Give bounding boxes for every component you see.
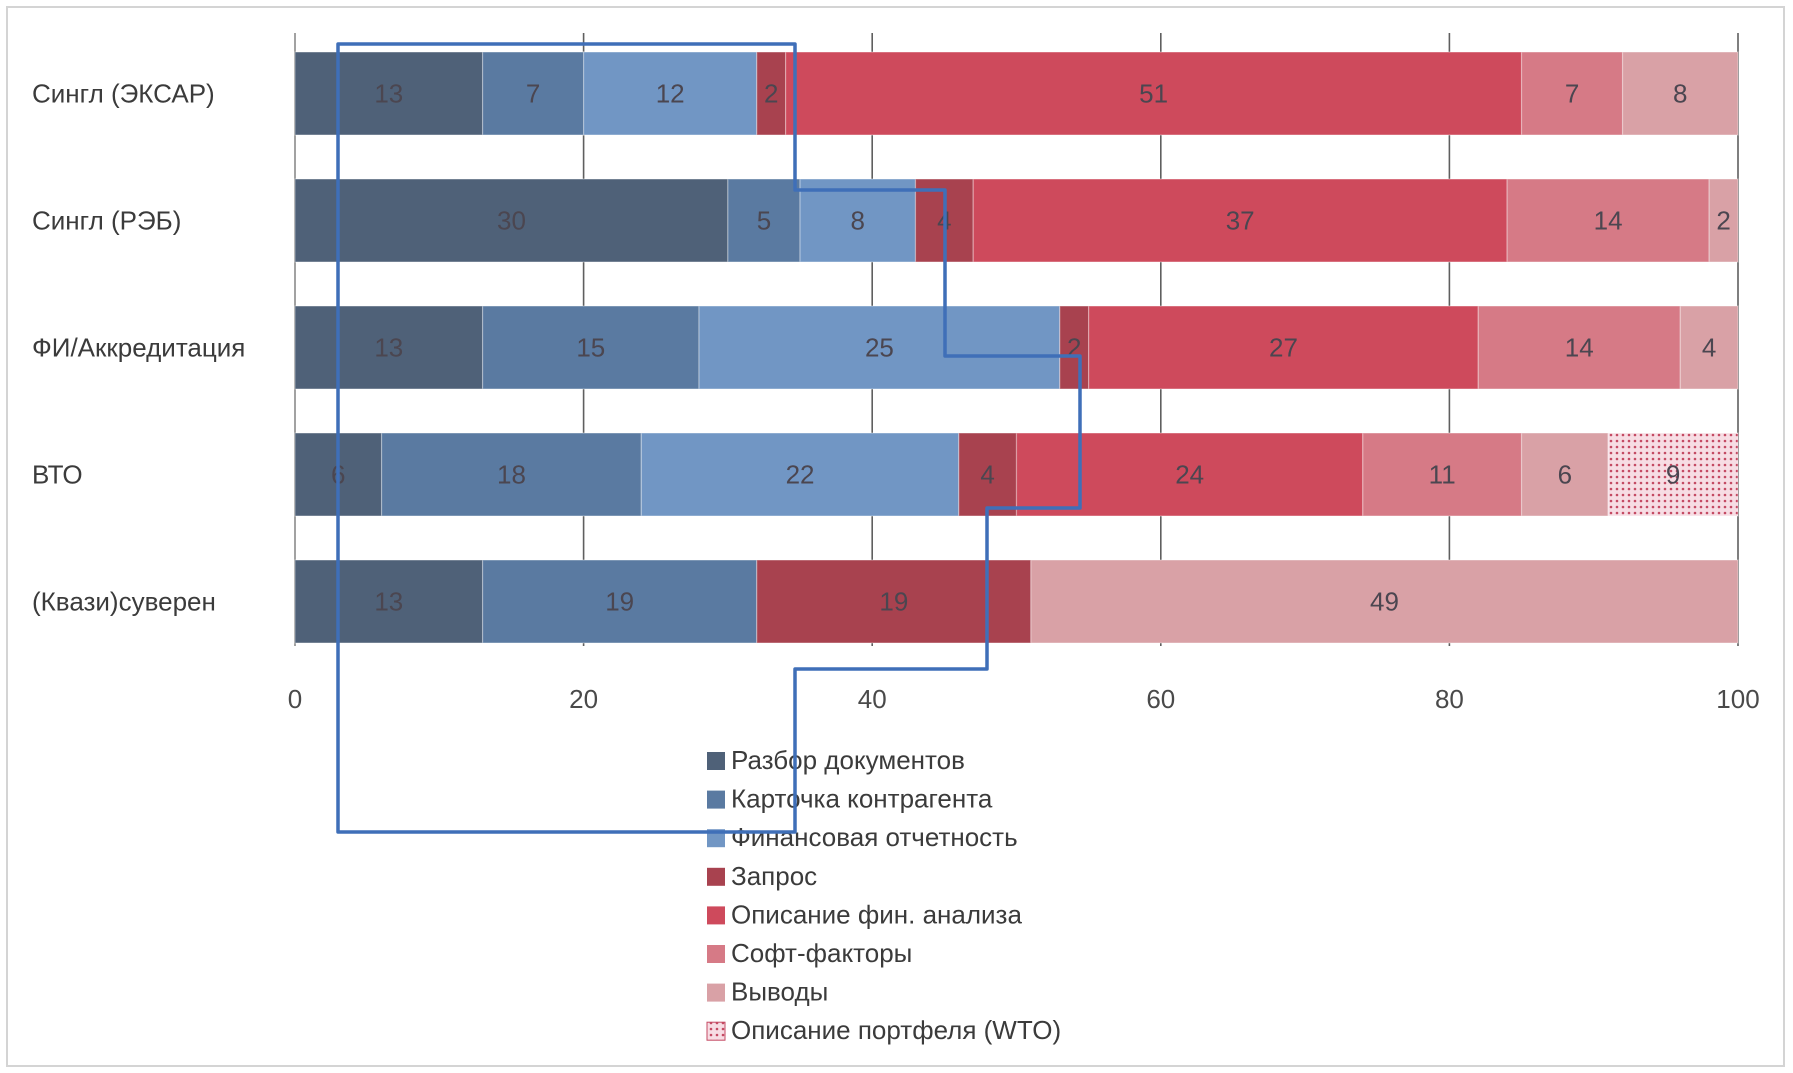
bar-segment — [756, 559, 1032, 644]
data-label: 11 — [1429, 460, 1456, 490]
bar-segment — [294, 305, 484, 390]
x-tick-label: 40 — [858, 684, 887, 714]
bar-segment — [1088, 305, 1479, 390]
category-label: Сингл (РЭБ) — [32, 206, 181, 236]
data-label: 9 — [1666, 460, 1680, 490]
legend-label: Карточка контрагента — [731, 784, 993, 814]
legend-label: Выводы — [731, 977, 828, 1007]
data-label: 4 — [980, 460, 994, 490]
data-label: 15 — [576, 333, 605, 363]
x-tick-label: 20 — [569, 684, 598, 714]
bar-segment — [1520, 432, 1609, 517]
bar-segment — [582, 51, 758, 136]
legend-swatch — [707, 752, 725, 770]
legend-swatch — [706, 1021, 726, 1041]
bar-segment — [294, 178, 729, 263]
category-labels: Сингл (ЭКСАР) Сингл (РЭБ) ФИ/Аккредитация В… — [32, 79, 245, 617]
bar-segment — [1708, 178, 1739, 263]
data-label: 25 — [865, 333, 894, 363]
bar-segment — [1477, 305, 1681, 390]
category-label: ВТО — [32, 460, 83, 490]
data-label: 2 — [1716, 206, 1730, 236]
legend-swatch — [707, 867, 725, 886]
data-label: 19 — [879, 587, 908, 617]
legend-label: Софт-факторы — [731, 938, 912, 968]
bar-segment — [1520, 51, 1624, 136]
data-label: 18 — [497, 460, 526, 490]
data-label: 13 — [374, 79, 403, 109]
category-label: ФИ/Аккредитация — [32, 333, 245, 363]
bar-segment — [727, 178, 801, 263]
bar-segment — [640, 432, 960, 517]
legend-label: Финансовая отчетность — [731, 822, 1018, 852]
data-label: 8 — [851, 206, 865, 236]
annotation-outline — [336, 42, 1082, 834]
legend-label: Описание фин. анализа — [731, 899, 1022, 929]
legend-label: Описание портфеля (WTO) — [731, 1015, 1061, 1045]
data-label: 12 — [656, 79, 685, 109]
bar-segment — [1030, 559, 1739, 644]
bar-segment — [1015, 432, 1364, 517]
bar-segment — [481, 559, 758, 644]
bar-segment — [1506, 178, 1710, 263]
data-label: 8 — [1673, 79, 1687, 109]
bar-segment — [1059, 305, 1090, 390]
data-label: 51 — [1139, 79, 1168, 109]
data-label: 13 — [374, 587, 403, 617]
x-axis-ticks: 0 20 40 60 80 100 — [288, 684, 1760, 714]
legend-swatch — [707, 906, 725, 925]
bar-segment — [380, 432, 642, 517]
bar-segment — [481, 305, 700, 390]
data-label: 24 — [1175, 460, 1204, 490]
legend-swatch — [707, 945, 725, 963]
x-tick-label: 100 — [1716, 684, 1759, 714]
bar-segment — [785, 51, 1523, 136]
data-label: 30 — [497, 206, 526, 236]
data-label: 14 — [1594, 206, 1623, 236]
data-label: 27 — [1269, 333, 1298, 363]
legend-swatch — [707, 983, 725, 1002]
data-label: 14 — [1565, 333, 1594, 363]
legend-swatch — [707, 790, 725, 809]
legend: Разбор документов Карточка контрагента Фин… — [706, 745, 1061, 1045]
category-label: (Квази)суверен — [32, 587, 216, 617]
data-label: 22 — [786, 460, 815, 490]
bar-segment — [972, 178, 1508, 263]
data-label: 49 — [1370, 587, 1399, 617]
x-tick-label: 60 — [1146, 684, 1175, 714]
bar-segment — [1607, 432, 1739, 517]
data-label: 4 — [1702, 333, 1716, 363]
bar-segment — [799, 178, 917, 263]
data-label: 7 — [526, 79, 540, 109]
data-label: 2 — [764, 79, 778, 109]
bars: 13 7 12 2 51 7 830 5 8 4 37 14 213 15 25 2 27 14 46 18 22 4 24… — [294, 51, 1739, 644]
bar-segment — [1362, 432, 1523, 517]
category-label: Сингл (ЭКСАР) — [32, 79, 215, 109]
data-label: 13 — [374, 333, 403, 363]
data-label: 7 — [1565, 79, 1579, 109]
annotation-outline-path — [336, 42, 1082, 834]
data-label: 5 — [757, 206, 771, 236]
bar-segment — [1679, 305, 1739, 390]
legend-label: Запрос — [731, 861, 817, 891]
bar-segment — [1621, 51, 1739, 136]
x-tick-label: 0 — [288, 684, 302, 714]
bar-segment — [698, 305, 1061, 390]
bar-segment — [756, 51, 787, 136]
legend-label: Разбор документов — [731, 745, 965, 775]
data-label: 6 — [1558, 460, 1572, 490]
bar-segment — [294, 559, 484, 644]
data-label: 37 — [1226, 206, 1255, 236]
data-label: 19 — [605, 587, 634, 617]
x-tick-label: 80 — [1435, 684, 1464, 714]
